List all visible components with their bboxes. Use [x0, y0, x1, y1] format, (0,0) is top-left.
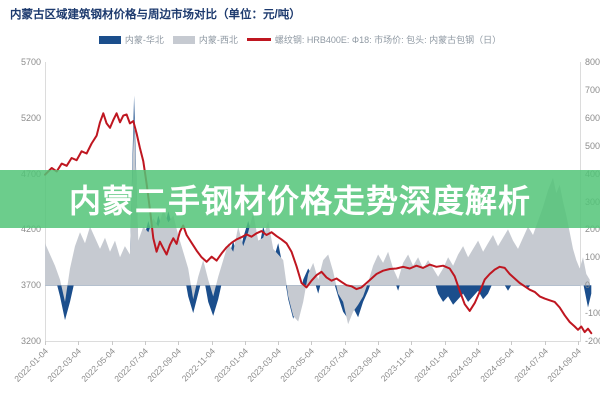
axis-tick-label: 200 [585, 224, 600, 235]
axis-tick-label: 4200 [20, 224, 41, 235]
axis-tick-label: -100 [585, 308, 600, 319]
axis-tick-label: -200 [585, 336, 600, 346]
x-axis-tick [478, 341, 480, 345]
x-axis-tick [411, 341, 413, 345]
legend-item-2[interactable]: 螺纹钢: HRB400E: Φ18: 市场价: 包头: 内蒙古包钢（日） [246, 33, 502, 46]
legend-line-swatch [246, 38, 271, 41]
x-axis-line [45, 341, 581, 342]
legend-rect-swatch [172, 35, 195, 44]
zero-gridline [45, 285, 580, 286]
plot-area [44, 95, 593, 335]
promo-banner: 内蒙二手钢材价格走势深度解析 [0, 170, 600, 228]
legend-item-0[interactable]: 内蒙-华北 [98, 33, 164, 46]
x-axis-tick [378, 341, 380, 345]
x-axis-tick [311, 341, 313, 345]
axis-tick-label: 3700 [20, 280, 41, 291]
legend-rect-swatch [98, 35, 121, 44]
x-axis-tick [178, 341, 180, 345]
axis-tick-label: 5700 [20, 57, 41, 67]
x-axis-tick [144, 341, 146, 345]
axis-tick-label: 700 [585, 84, 600, 95]
x-axis-tick [211, 341, 213, 345]
legend-label: 螺纹钢: HRB400E: Φ18: 市场价: 包头: 内蒙古包钢（日） [274, 35, 502, 45]
x-axis-tick [278, 341, 280, 345]
x-axis-tick [344, 341, 346, 345]
legend-item-1[interactable]: 内蒙-西北 [172, 33, 238, 46]
axis-tick-label: 100 [585, 252, 600, 263]
axis-tick-label: 0 [585, 280, 591, 291]
x-axis-tick [511, 341, 513, 345]
axis-tick-label: 500 [585, 140, 600, 151]
axis-tick-label: 600 [585, 112, 600, 123]
axis-tick-label: 3200 [20, 336, 41, 346]
series-price-line [44, 112, 593, 335]
x-axis-tick [544, 341, 546, 345]
promo-banner-title: 内蒙二手钢材价格走势深度解析 [68, 183, 531, 219]
x-axis-tick [45, 341, 46, 345]
x-axis-tick [111, 341, 113, 345]
axis-tick-label: 5200 [20, 112, 41, 123]
x-axis-tick [444, 341, 446, 345]
x-axis-tick [244, 341, 246, 345]
x-axis-tick [577, 341, 579, 345]
legend-label: 内蒙-西北 [198, 35, 238, 45]
legend-label: 内蒙-华北 [124, 35, 164, 45]
x-axis-tick [78, 341, 80, 345]
axis-tick-label: 800 [585, 57, 600, 67]
chart-legend: 内蒙-华北 内蒙-西北 螺纹钢: HRB400E: Φ18: 市场价: 包头: 内蒙… [0, 33, 600, 46]
page-title: 内蒙古区域建筑钢材价格与周边市场对比（单位：元/吨） [10, 9, 301, 21]
